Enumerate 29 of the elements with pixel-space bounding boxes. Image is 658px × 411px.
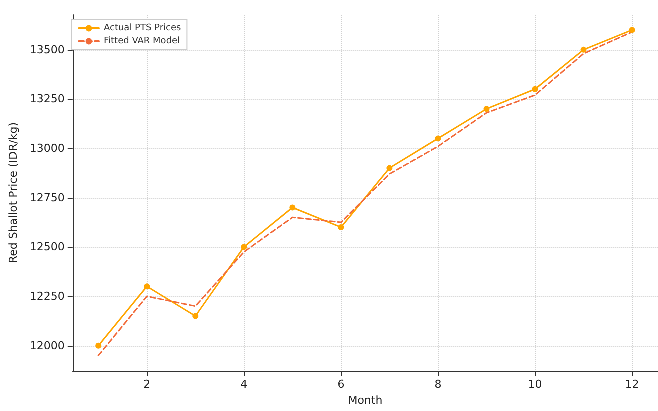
legend-label: Actual PTS Prices: [104, 24, 182, 34]
y-tick-label: 12000: [30, 339, 65, 352]
x-tick-label: 10: [528, 378, 542, 392]
y-axis-title: Red Shallot Price (IDR/kg): [7, 122, 20, 264]
y-tick-label: 12750: [30, 191, 65, 204]
x-tick-label: 4: [240, 378, 248, 392]
point: [386, 165, 393, 172]
point: [532, 86, 538, 92]
x-tick-label: 12: [625, 378, 640, 392]
x-axis-title: Month: [348, 394, 383, 407]
point: [580, 46, 587, 53]
x-tick-label: 8: [434, 378, 442, 392]
legend-label: Fitted VAR Model: [104, 36, 180, 46]
y-tick-label: 13000: [30, 142, 65, 156]
point: [629, 27, 636, 34]
point: [144, 284, 150, 290]
point: [290, 204, 296, 211]
point: [484, 106, 490, 112]
y-tick-label: 12250: [30, 290, 65, 304]
point: [192, 313, 199, 320]
point: [435, 136, 442, 142]
x-tick-label: 2: [144, 378, 151, 392]
point: [338, 224, 344, 230]
point: [96, 342, 102, 349]
point: [241, 244, 248, 250]
y-tick-label: 13250: [30, 92, 65, 106]
x-tick-label: 6: [338, 378, 345, 392]
y-tick-label: 13500: [30, 43, 65, 56]
y-tick-label: 12500: [30, 240, 65, 254]
